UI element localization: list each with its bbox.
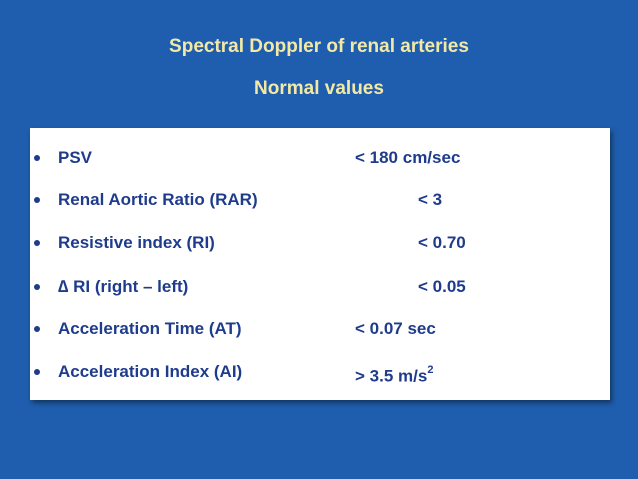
list-item: Resistive index (RI) < 0.70	[30, 231, 610, 255]
item-label: PSV	[58, 148, 93, 167]
item-label: ∆ RI (right – left)	[58, 277, 189, 296]
superscript: 2	[427, 364, 434, 376]
content-box: PSV < 180 cm/sec Renal Aortic Ratio (RAR)…	[30, 128, 610, 400]
bullet	[34, 197, 40, 203]
item-value: < 0.70	[418, 233, 466, 252]
item-value: < 180 cm/sec	[355, 148, 461, 167]
item-label: Acceleration Index (AI)	[58, 362, 243, 381]
item-value: > 3.5 m/s2	[355, 360, 433, 389]
item-label: Acceleration Time (AT)	[58, 319, 242, 338]
list-item: ∆ RI (right – left) < 0.05	[30, 275, 610, 299]
bullet	[34, 369, 40, 375]
slide-subtitle: Normal values	[254, 78, 384, 99]
item-label: Resistive index (RI)	[58, 233, 215, 252]
bullet	[34, 240, 40, 246]
bullet	[34, 155, 40, 161]
slide-title: Spectral Doppler of renal arteries	[169, 36, 469, 57]
list-item: Acceleration Index (AI) > 3.5 m/s2	[30, 360, 610, 386]
list-item: Acceleration Time (AT) < 0.07 sec	[30, 317, 610, 341]
value-text: > 3.5 m/s	[355, 366, 428, 386]
list-item: Renal Aortic Ratio (RAR) < 3	[30, 188, 610, 212]
item-value: < 3	[418, 190, 443, 209]
bullet	[34, 326, 40, 332]
bullet	[34, 284, 40, 290]
item-label: Renal Aortic Ratio (RAR)	[58, 190, 258, 209]
item-value: < 0.07 sec	[355, 319, 436, 338]
list-item: PSV < 180 cm/sec	[30, 146, 610, 170]
item-value: < 0.05	[418, 277, 466, 296]
